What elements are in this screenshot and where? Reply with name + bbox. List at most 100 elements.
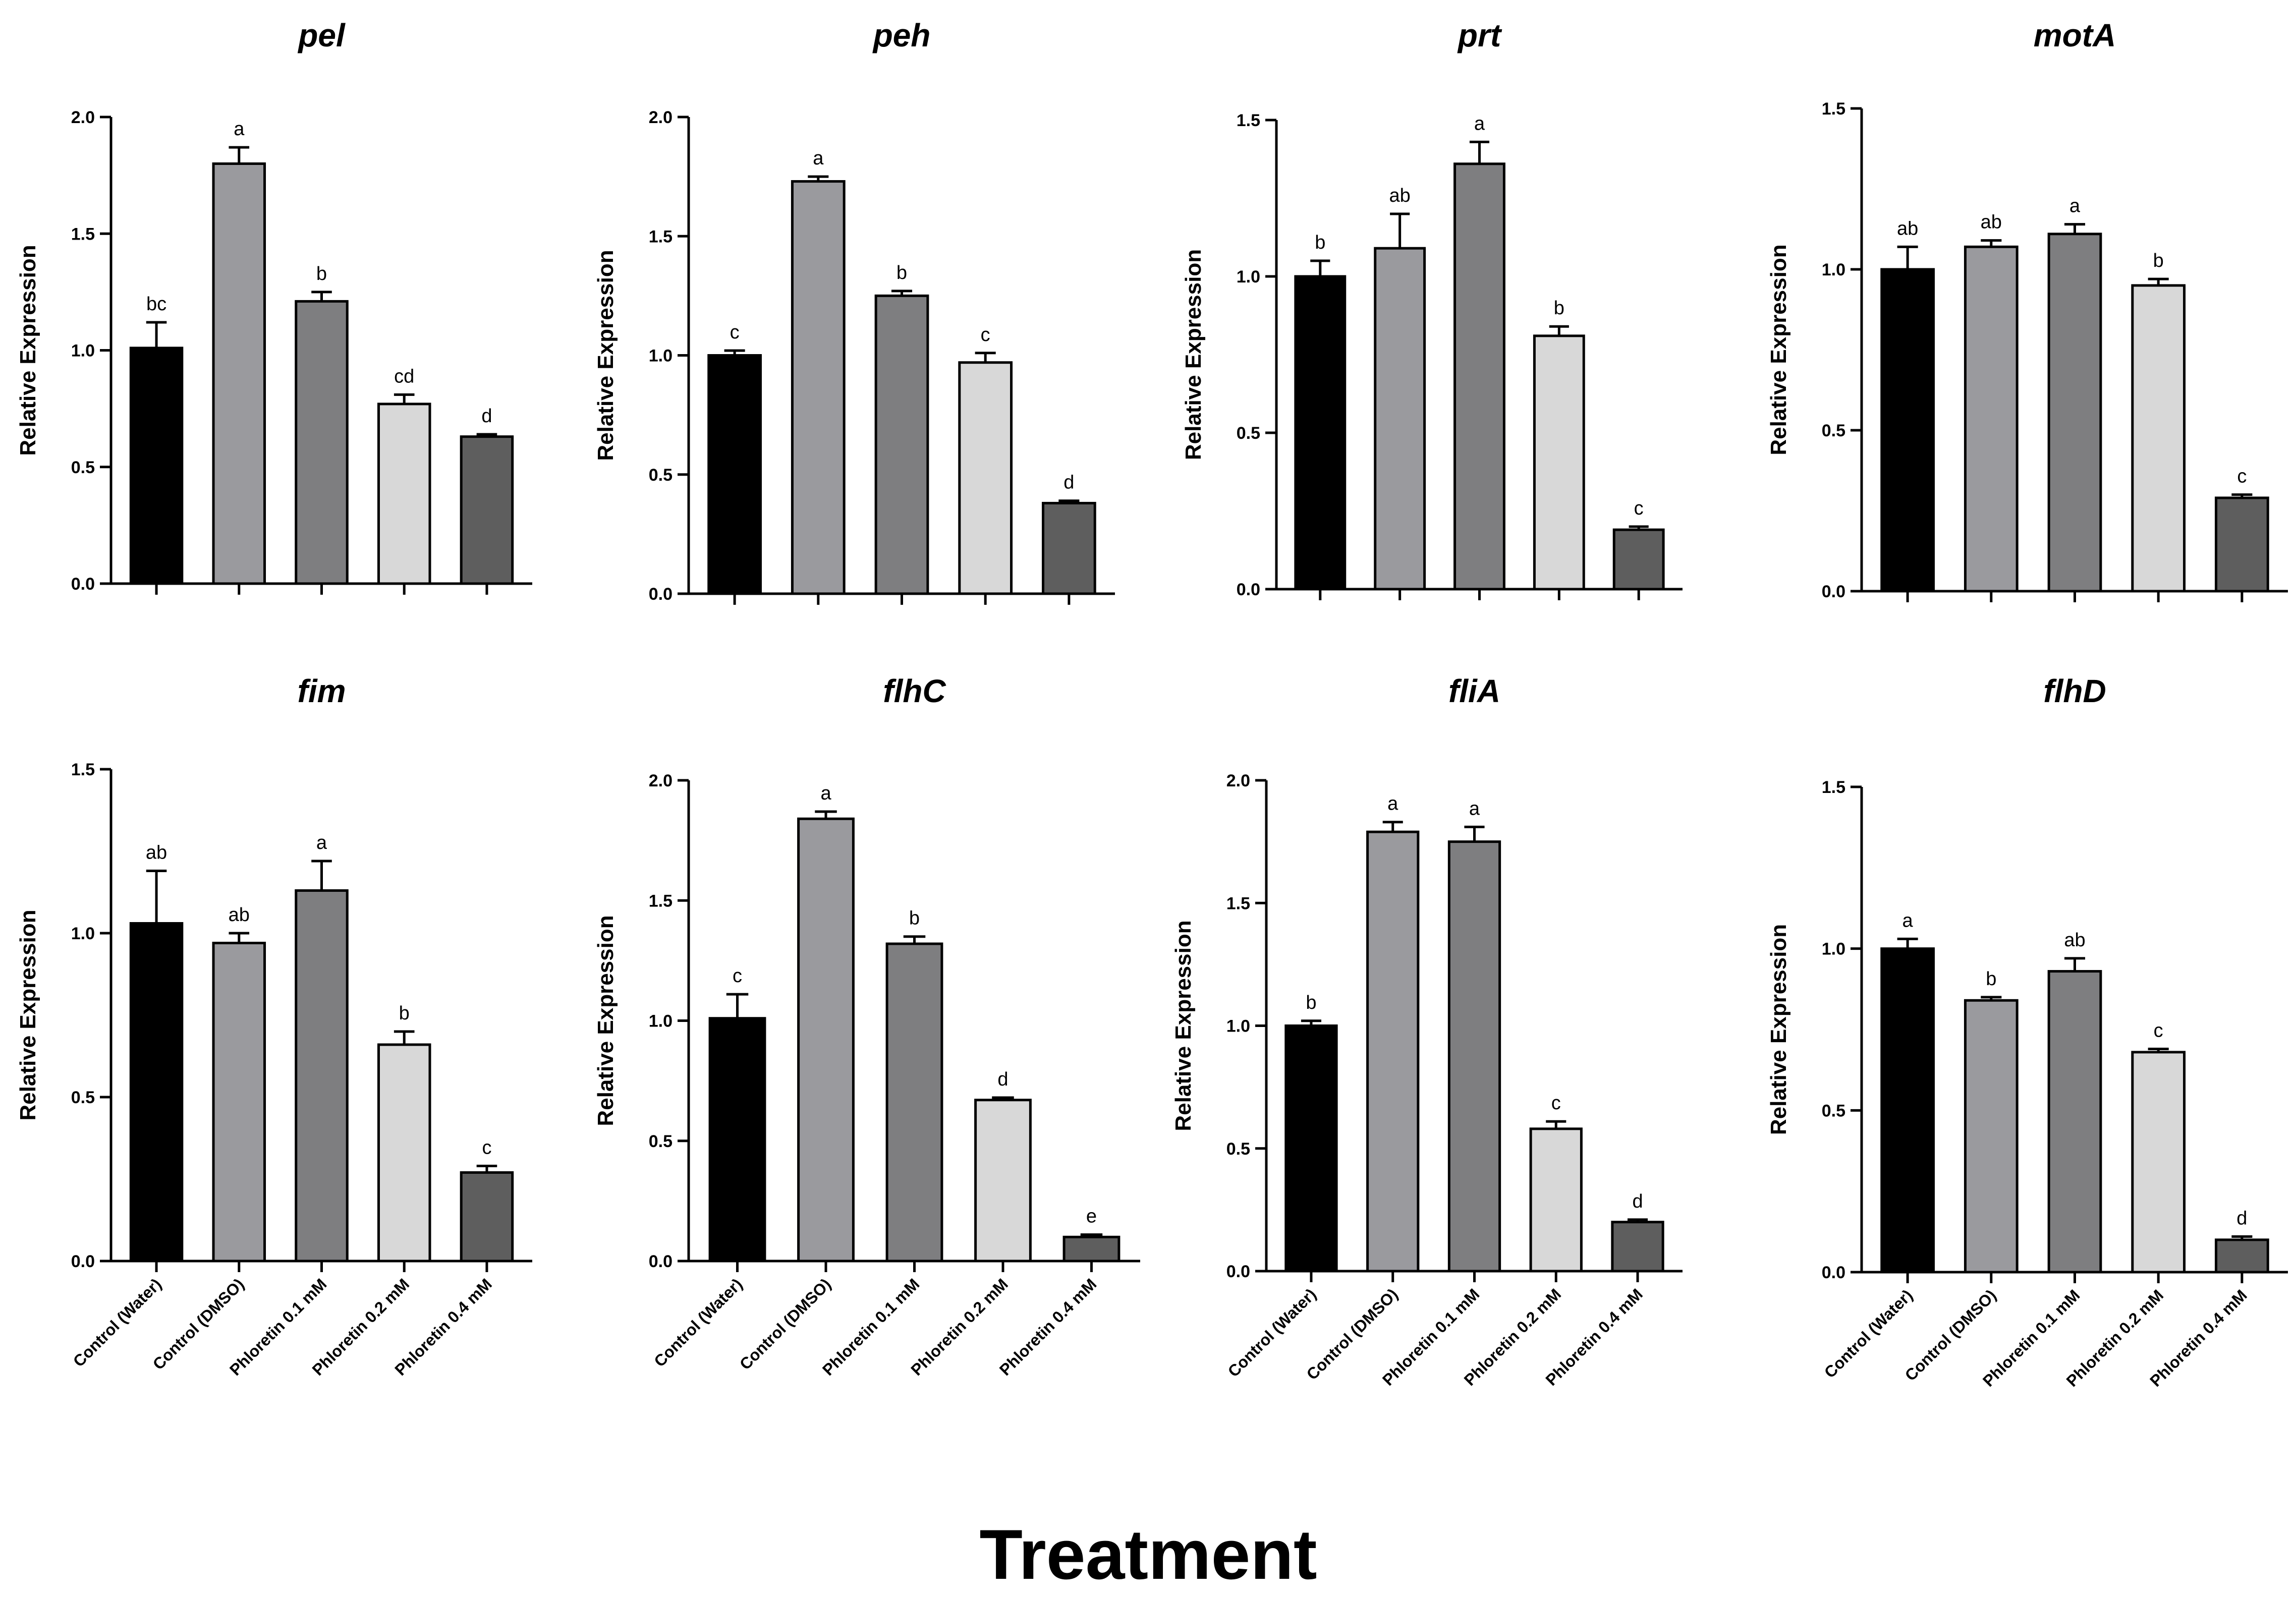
significance-letter: ab (1897, 218, 1918, 239)
error-bar (2148, 1047, 2169, 1052)
error-bar (1981, 996, 2002, 1001)
significance-letter: c (2154, 1020, 2163, 1041)
chart-panel-flhC: flhC Relative Expression 0.0 0.5 1.0 1.5 2.0 c C… (593, 673, 1140, 1379)
significance-letter: a (2069, 196, 2081, 217)
error-bar (1981, 239, 2002, 247)
y-tick-label: 0.0 (1237, 580, 1260, 599)
significance-letter: c (981, 324, 990, 346)
error-bar (1301, 1019, 1322, 1026)
y-tick-label: 1.5 (1822, 99, 1845, 119)
error-bar (1390, 212, 1410, 249)
significance-letter: a (813, 148, 824, 169)
significance-letter: cd (394, 366, 414, 387)
error-bar (726, 993, 749, 1018)
error-bar (891, 290, 913, 296)
bar (707, 354, 762, 595)
bar (885, 942, 943, 1263)
error-bar (1058, 499, 1080, 503)
y-axis-label: Relative Expression (593, 915, 618, 1126)
x-tick-label: Control (Water) (650, 1275, 746, 1370)
y-tick-label: 0.0 (649, 1252, 673, 1271)
significance-letter: ab (1981, 212, 2002, 233)
bar (874, 294, 929, 595)
y-tick-label: 0.5 (71, 1088, 95, 1107)
bar (791, 180, 846, 595)
significance-letter: b (1306, 992, 1316, 1013)
significance-letter: c (733, 965, 742, 987)
y-tick-label: 1.0 (1822, 940, 1845, 959)
bar (2215, 496, 2269, 593)
significance-letter: bc (146, 294, 166, 315)
y-tick-label: 1.5 (71, 224, 95, 244)
x-tick-label: Control (DMSO) (149, 1275, 248, 1373)
significance-letter: b (1554, 298, 1564, 319)
error-bar (394, 393, 415, 404)
bar (460, 1171, 514, 1263)
significance-letter: e (1086, 1206, 1097, 1227)
y-tick-label: 0.5 (649, 1132, 673, 1151)
chart-panel-peh: peh Relative Expression 0.0 0.5 1.0 1.5 2.0 c a b… (593, 17, 1115, 605)
y-tick-label: 1.5 (1822, 778, 1845, 797)
y-tick-label: 1.5 (649, 227, 673, 246)
y-tick-label: 2.0 (71, 108, 95, 127)
x-tick-label: Control (Water) (70, 1275, 165, 1370)
error-bar (1469, 140, 1490, 164)
y-tick-label: 0.0 (71, 1252, 95, 1271)
significance-letter: b (897, 262, 907, 283)
y-tick-label: 1.0 (71, 924, 95, 943)
y-tick-label: 1.0 (1226, 1017, 1250, 1036)
error-bar (724, 349, 745, 356)
error-bar (2231, 1235, 2253, 1240)
panel-title: pel (297, 17, 346, 53)
significance-letter: c (2237, 466, 2247, 487)
significance-letter: d (1063, 472, 1074, 493)
bar (1366, 830, 1420, 1273)
error-bar (1897, 937, 1918, 949)
error-bar (1629, 525, 1649, 530)
significance-letter: c (1551, 1093, 1561, 1114)
chart-panel-pel: pel Relative Expression 0.0 0.5 1.0 1.5 2.0 bc a… (16, 17, 532, 595)
error-bar (146, 321, 167, 348)
error-bar (1382, 821, 1403, 832)
y-tick-label: 1.0 (1822, 260, 1845, 279)
error-bar (2231, 493, 2253, 498)
significance-letter: a (1469, 798, 1480, 819)
significance-letter: b (2153, 250, 2164, 271)
y-tick-label: 2.0 (649, 771, 673, 790)
panel-title: fliA (1448, 673, 1500, 709)
bar (212, 942, 266, 1263)
y-tick-label: 1.0 (1237, 267, 1260, 287)
significance-letter: ab (2064, 930, 2085, 951)
panel-title: flhD (2043, 673, 2106, 709)
error-bar (476, 1165, 497, 1173)
panel-title: peh (872, 17, 931, 53)
x-tick-label: Control (Water) (1821, 1286, 1916, 1381)
x-tick-label: Phloretin 0.2 mM (907, 1275, 1012, 1379)
error-bar (229, 932, 250, 943)
bar (1611, 1221, 1664, 1273)
x-axis-title: Treatment (979, 1515, 1317, 1594)
y-tick-label: 0.5 (1237, 424, 1260, 443)
chart-panel-flhD: flhD Relative Expression 0.0 0.5 1.0 1.5 a Cont… (1766, 673, 2288, 1390)
y-tick-label: 1.5 (71, 760, 95, 779)
error-bar (229, 146, 250, 164)
significance-letter: ab (146, 842, 167, 864)
error-bar (903, 935, 926, 944)
significance-letter: c (482, 1137, 491, 1159)
significance-letter: b (1986, 968, 1996, 990)
bar (1453, 162, 1505, 591)
y-tick-label: 1.0 (649, 1012, 673, 1031)
y-axis-label: Relative Expression (1766, 924, 1791, 1135)
significance-letter: a (1474, 113, 1485, 134)
bar (377, 1043, 431, 1263)
significance-letter: a (234, 119, 245, 140)
bar (974, 1099, 1032, 1263)
y-axis-label: Relative Expression (593, 250, 618, 461)
y-axis-label: Relative Expression (1181, 249, 1206, 460)
significance-letter: a (316, 832, 327, 853)
bar (1529, 1127, 1583, 1273)
